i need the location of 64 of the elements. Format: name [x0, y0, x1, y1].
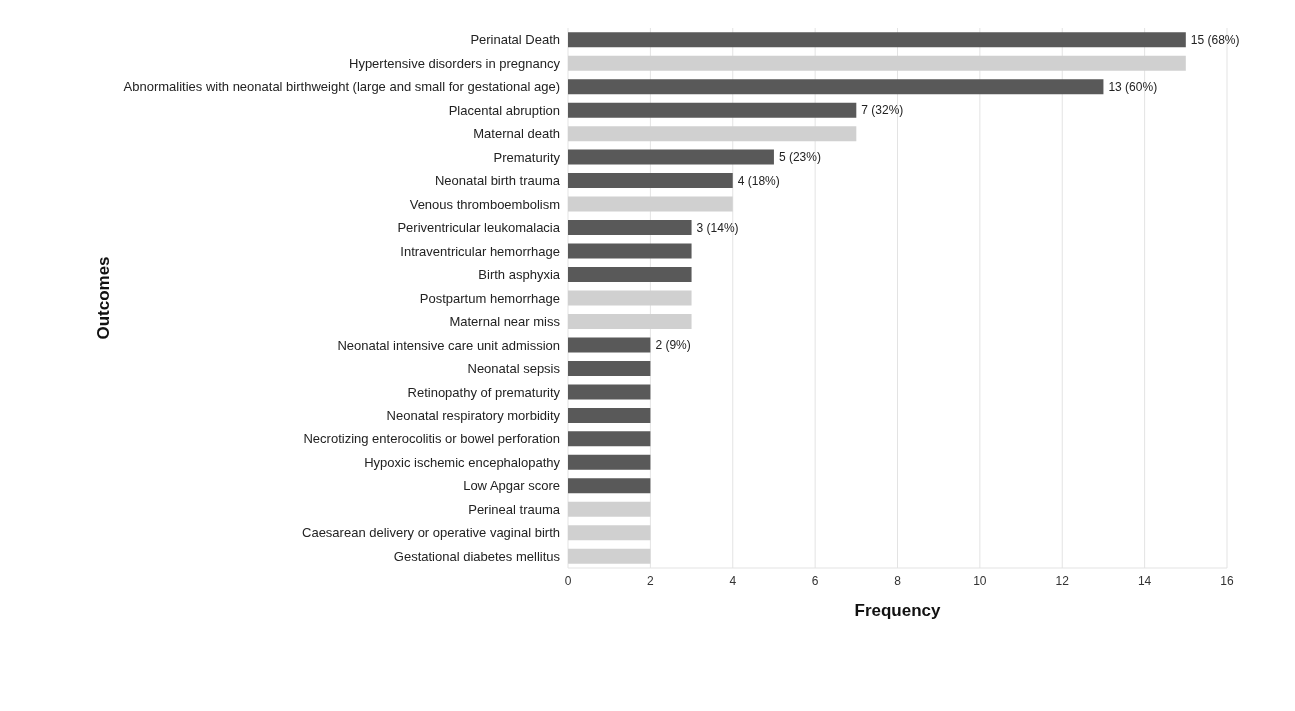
y-tick-label: Necrotizing enterocolitis or bowel perforation [303, 431, 560, 447]
bar [568, 431, 651, 447]
y-tick-label: Abnormalities with neonatal birthweight (large and small for gestational age) [123, 79, 560, 95]
x-tick-label: 8 [894, 573, 902, 588]
bar [568, 79, 1104, 95]
bar [568, 196, 733, 212]
x-tick-label: 4 [729, 573, 737, 588]
bar [568, 149, 774, 165]
y-tick-label: Neonatal respiratory morbidity [386, 408, 561, 424]
x-tick-label: 16 [1220, 573, 1234, 588]
bar [568, 478, 651, 494]
bar [568, 313, 692, 329]
y-tick-label: Gestational diabetes mellitus [393, 548, 561, 564]
bar [568, 337, 651, 353]
data-label: 4 (18%) [737, 173, 780, 188]
y-tick-label: Neonatal intensive care unit admission [337, 337, 560, 353]
x-tick-label: 14 [1137, 573, 1152, 588]
bar [568, 173, 733, 189]
y-tick-label: Neonatal sepsis [467, 361, 561, 377]
y-tick-label: Retinopathy of prematurity [407, 384, 561, 400]
x-axis-title: Frequency [854, 601, 942, 620]
bar [568, 102, 857, 118]
x-tick-label: 12 [1055, 573, 1070, 588]
bar [568, 548, 651, 564]
data-label: 7 (32%) [861, 103, 904, 118]
x-tick-label: 2 [647, 573, 655, 588]
bar [568, 243, 692, 259]
data-label: 15 (68%) [1190, 32, 1240, 47]
bar [568, 360, 651, 376]
bar [568, 290, 692, 306]
y-tick-label: Postpartum hemorrhage [419, 290, 560, 306]
y-tick-label: Intraventricular hemorrhage [400, 243, 560, 259]
bar [568, 501, 651, 517]
x-tick-label: 10 [973, 573, 987, 588]
y-tick-label: Maternal near miss [449, 314, 561, 330]
x-tick-label: 6 [811, 573, 819, 588]
bar [568, 55, 1186, 71]
data-label: 3 (14%) [696, 220, 739, 235]
y-tick-label: Perinatal Death [470, 32, 560, 48]
y-tick-label: Perineal trauma [468, 501, 561, 517]
x-tick-label: 0 [564, 573, 572, 588]
bar [568, 384, 651, 400]
y-tick-label: Venous thromboembolism [409, 196, 560, 212]
y-tick-label: Hypertensive disorders in pregnancy [349, 55, 561, 71]
bar [568, 126, 857, 142]
y-tick-label: Low Apgar score [463, 478, 560, 494]
bar [568, 220, 692, 236]
y-tick-label: Hypoxic ischemic encephalopathy [364, 454, 561, 470]
bar [568, 32, 1186, 48]
y-tick-label: Maternal death [473, 126, 560, 142]
y-tick-label: Prematurity [493, 149, 561, 165]
data-label: 13 (60%) [1108, 79, 1158, 94]
y-tick-label: Neonatal birth trauma [434, 173, 561, 189]
y-tick-label: Caesarean delivery or operative vaginal birth [302, 525, 560, 541]
data-label: 2 (9%) [655, 338, 691, 353]
bar [568, 525, 651, 541]
y-tick-label: Birth asphyxia [478, 267, 561, 283]
data-label: 5 (23%) [778, 150, 821, 165]
bar [568, 407, 651, 423]
bar [568, 267, 692, 283]
y-tick-label: Placental abruption [448, 102, 560, 118]
bar [568, 454, 651, 470]
y-tick-label: Periventricular leukomalacia [397, 220, 561, 236]
y-axis-title: Outcomes [94, 256, 114, 340]
